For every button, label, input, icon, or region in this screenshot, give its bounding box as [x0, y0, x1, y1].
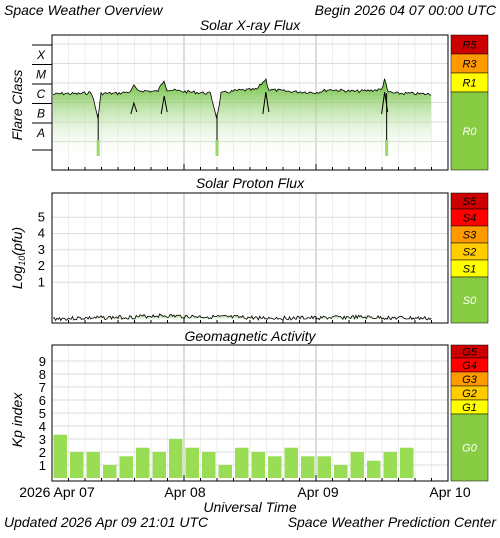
x-axis-label: Universal Time — [203, 499, 296, 515]
kp-bar — [383, 452, 397, 478]
kp-bar — [235, 447, 249, 478]
proton-flux-fill — [53, 313, 432, 321]
page-title: Space Weather Overview — [4, 2, 163, 18]
xray-flux-fill — [53, 78, 431, 160]
proton-flux-line — [52, 313, 432, 322]
solar-radiation-scale-label: S3 — [463, 230, 477, 242]
kp-bar — [301, 456, 315, 478]
xray-flare-spike — [262, 91, 270, 115]
xray-dropout-fill — [385, 140, 389, 156]
kp-bar — [251, 452, 265, 478]
xray-flare-spike — [160, 95, 168, 115]
kp-bar — [136, 447, 150, 478]
geomagnetic-scale-label: G0 — [462, 443, 478, 455]
kp-bar — [400, 447, 414, 478]
updated-time: Updated 2026 Apr 09 21:01 UTC — [4, 514, 209, 530]
kp-bar — [350, 452, 364, 478]
solar-radiation-scale-label: S0 — [463, 295, 477, 307]
prediction-center: Space Weather Prediction Center — [288, 514, 498, 530]
class-tick: A — [32, 122, 52, 140]
solar-radiation-scale-band — [450, 276, 489, 324]
kp-bar — [317, 456, 331, 478]
class-tick-label: B — [37, 107, 45, 121]
kp-bar — [169, 439, 183, 478]
proton-title: Solar Proton Flux — [196, 175, 305, 191]
proton-tick-label: 2 — [38, 258, 45, 273]
kp-tick-label: 6 — [39, 393, 46, 408]
kp-bar — [218, 465, 232, 478]
radio-scale-label: R5 — [462, 40, 477, 52]
kp-bar — [334, 465, 348, 478]
x-tick-label: Apr 08 — [164, 484, 205, 500]
xray-dropout-fill — [215, 140, 219, 156]
kp-tick-label: 1 — [39, 458, 46, 473]
kp-tick-label: 3 — [39, 432, 46, 447]
kp-bar — [86, 452, 100, 478]
x-tick-label: 2026 Apr 07 — [19, 484, 95, 500]
proton-tick-label: 4 — [38, 226, 45, 241]
kp-bar — [152, 452, 166, 478]
kp-bar — [202, 452, 216, 478]
radio-scale-label: R0 — [462, 126, 477, 138]
kp-bar — [119, 456, 133, 478]
class-tick: B — [32, 103, 52, 121]
class-tick: M — [32, 64, 52, 82]
xray-dropout-fill — [96, 140, 100, 156]
kp-bar — [367, 460, 381, 478]
kp-bar — [53, 434, 67, 478]
kp-tick-label: 8 — [39, 367, 46, 382]
xray-flux-line — [52, 78, 432, 119]
class-tick-label: A — [36, 126, 45, 140]
kp-tick-label: 5 — [39, 406, 46, 421]
geomagnetic-scale-label: G1 — [462, 402, 477, 414]
radio-scale-band — [450, 91, 489, 171]
geomagnetic-scale-label: G2 — [462, 388, 477, 400]
begin-time: Begin 2026 04 07 00:00 UTC — [315, 2, 497, 18]
x-tick-label: Apr 09 — [297, 484, 338, 500]
class-tick-label: M — [36, 68, 46, 82]
solar-radiation-scale-label: S2 — [463, 247, 476, 259]
solar-radiation-scale-label: S5 — [463, 196, 477, 208]
solar-radiation-scale-label: S4 — [463, 213, 476, 225]
proton-tick-label: 5 — [38, 209, 45, 224]
kp-bar — [268, 456, 282, 478]
geomagnetic-scale-band — [450, 413, 489, 482]
class-tick: C — [32, 83, 52, 101]
kp-tick-label: 9 — [39, 354, 46, 369]
class-tick-label: C — [37, 87, 46, 101]
proton-ylabel: Log10(pfu) — [9, 227, 27, 289]
class-tick: X — [32, 44, 52, 62]
xray-title: Solar X-ray Flux — [200, 17, 301, 33]
radio-scale-label: R3 — [462, 59, 477, 71]
kp-bar — [284, 447, 298, 478]
kp-tick-label: 2 — [39, 445, 46, 460]
kp-bar — [103, 465, 117, 478]
kp-bar — [70, 452, 84, 478]
kp-tick-label: 4 — [39, 419, 46, 434]
xray-flare-spike — [130, 101, 138, 115]
kp-ylabel: Kp index — [9, 392, 25, 447]
geomagnetic-scale-label: G4 — [462, 360, 477, 372]
proton-tick-label: 1 — [38, 274, 45, 289]
xray-ylabel: Flare Class — [9, 70, 25, 141]
geomagnetic-scale-label: G3 — [462, 374, 478, 386]
geomag-title: Geomagnetic Activity — [185, 328, 317, 344]
radio-scale-label: R1 — [462, 78, 476, 90]
proton-tick-label: 3 — [38, 242, 45, 257]
kp-bar — [185, 447, 199, 478]
x-tick-label: Apr 10 — [429, 484, 470, 500]
solar-radiation-scale-label: S1 — [463, 264, 476, 276]
geomagnetic-scale-label: G5 — [462, 347, 478, 359]
kp-tick-label: 7 — [39, 380, 46, 395]
class-tick-label: X — [36, 48, 46, 62]
